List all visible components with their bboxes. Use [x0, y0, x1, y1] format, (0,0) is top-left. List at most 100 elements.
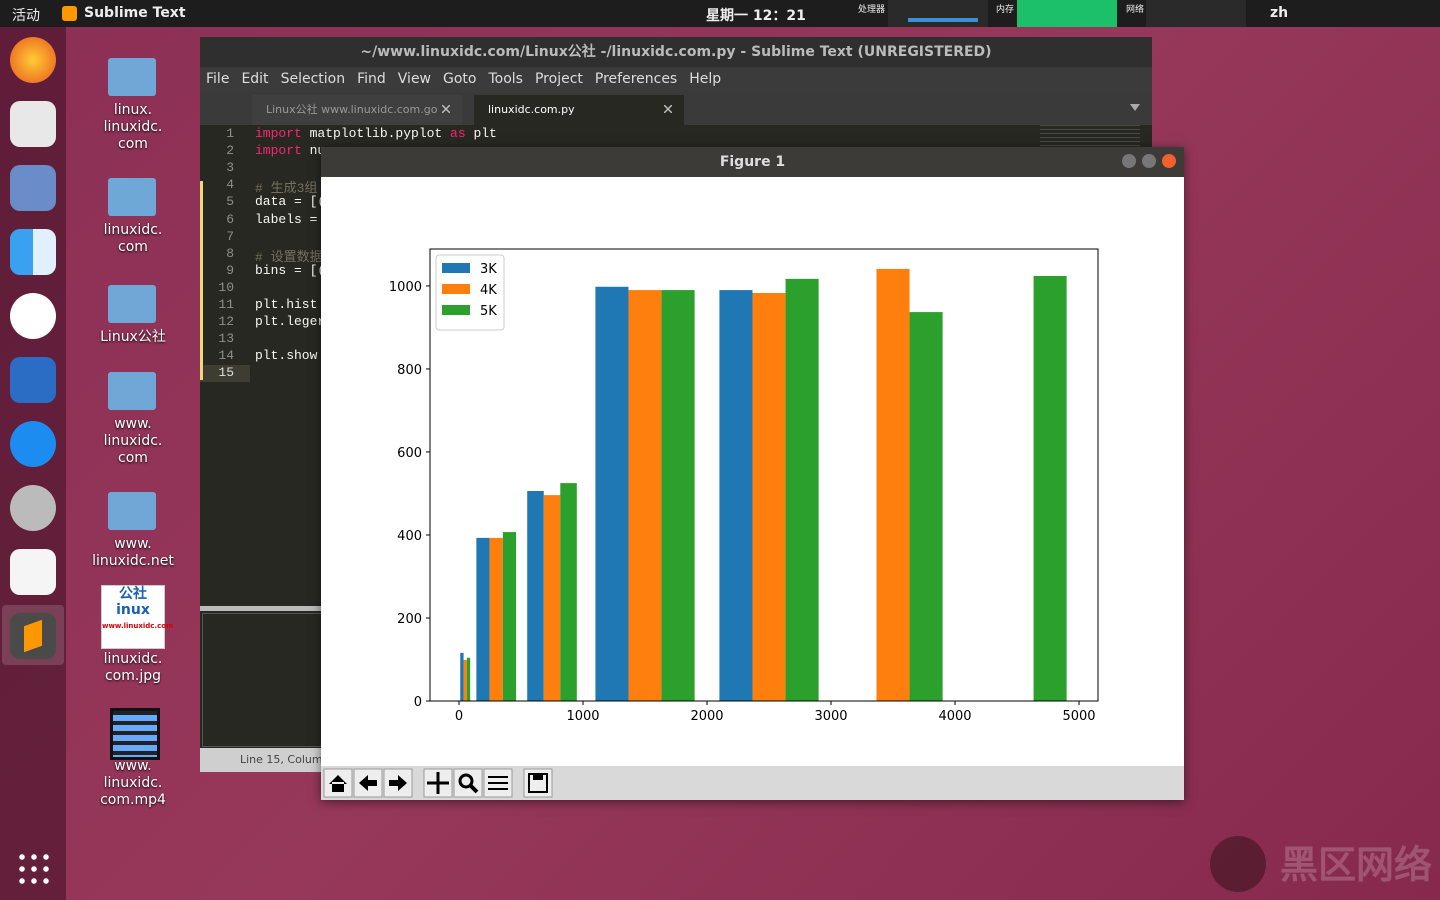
activities[interactable]: 活动 — [12, 8, 40, 24]
back-button[interactable] — [353, 768, 383, 798]
modified-marker — [200, 181, 203, 380]
toolbar — [321, 766, 1184, 800]
title-bar: ~/www.linuxidc.com/Linux公社 -/linuxidc.co… — [200, 37, 1152, 67]
code-line: plt.show — [255, 348, 318, 364]
finder[interactable] — [10, 229, 56, 275]
legend-label: 4K — [480, 283, 497, 298]
thumb-text: 公社 — [119, 586, 147, 602]
tab-dropdown[interactable] — [1130, 104, 1140, 111]
status-text: Line 15, Column — [240, 753, 330, 766]
desktop-icon[interactable]: www. linuxidc. com — [78, 372, 188, 467]
app-icon — [62, 6, 77, 21]
help[interactable] — [10, 485, 56, 531]
icon-label: com — [118, 450, 148, 466]
pan-button[interactable] — [423, 768, 453, 798]
bar — [876, 268, 910, 701]
line-number: 13 — [218, 331, 234, 347]
zoom-button[interactable] — [453, 768, 483, 798]
minimize-button[interactable] — [1122, 154, 1136, 168]
thumb-text: inux — [116, 602, 150, 618]
bar — [527, 490, 544, 701]
icon-label: com.jpg — [104, 668, 161, 684]
code-line: # 设置数据 — [255, 249, 323, 265]
y-tick-label: 800 — [397, 363, 422, 378]
app-menu[interactable]: Sublime Text — [84, 5, 186, 21]
x-tick-label: 0 — [455, 709, 463, 724]
icon-label: linuxidc. — [103, 651, 163, 667]
icon-label: linuxidc. — [103, 222, 163, 238]
desktop-icon[interactable]: 公社 inux www.linuxidc.com linuxidc. com.jpg — [78, 585, 188, 685]
icon-label: com — [118, 239, 148, 255]
menu-item[interactable]: Find — [357, 71, 386, 87]
word[interactable] — [10, 357, 56, 403]
bar — [1033, 275, 1067, 701]
language[interactable]: zh — [1270, 5, 1289, 21]
icon-label: com — [118, 136, 148, 152]
x[interactable] — [663, 104, 673, 114]
menu-item[interactable]: Help — [689, 71, 722, 87]
sublime[interactable] — [10, 613, 56, 659]
bar — [560, 483, 577, 701]
icon-label: linuxidc. — [103, 433, 163, 449]
line-number: 7 — [226, 228, 234, 244]
menu-item[interactable]: Edit — [241, 71, 269, 87]
desktop-icon[interactable]: www. linuxidc. com.mp4 — [78, 708, 188, 809]
desktop-icon[interactable]: linuxidc. com — [78, 178, 188, 256]
menu-item[interactable]: Goto — [443, 71, 477, 87]
menu-item[interactable]: Preferences — [594, 71, 678, 87]
mail-app[interactable] — [10, 165, 56, 211]
maximize-button[interactable] — [1142, 154, 1156, 168]
line-number: 10 — [218, 279, 234, 295]
top-bar: 活动 Sublime Text 星期一 12：21 处理器 内存 网络 zh — [0, 0, 1440, 27]
folder-icon — [108, 178, 156, 216]
x[interactable] — [441, 104, 451, 114]
bar — [752, 292, 786, 701]
code-line: bins = [( — [255, 262, 326, 278]
save-button[interactable] — [523, 768, 553, 798]
line-number: 11 — [218, 297, 234, 312]
desktop-icon[interactable]: www. linuxidc.net — [78, 492, 188, 570]
code-line: import matplotlib.pyplot as plt — [255, 126, 497, 141]
menu-item[interactable]: View — [397, 71, 432, 87]
close-button[interactable] — [1162, 154, 1176, 168]
clock[interactable]: 星期一 12：21 — [706, 8, 806, 24]
tab-close[interactable] — [663, 95, 673, 125]
menu-item[interactable]: Project — [534, 71, 583, 87]
line-number: 2 — [226, 143, 234, 159]
current-line — [200, 365, 250, 383]
x-tick-label: 5000 — [1062, 709, 1095, 724]
dock — [0, 27, 66, 900]
menu-item[interactable]: Selection — [280, 71, 346, 87]
image-thumb: 公社 inux www.linuxidc.com — [101, 585, 173, 649]
icon-label: linux. — [113, 102, 153, 118]
figure-window: Figure 1 0 1000 2000 3000 4000 5000 0 200 400 600… — [321, 147, 1184, 800]
app-grid[interactable] — [16, 851, 50, 885]
bar — [502, 532, 517, 701]
monitor-label: 内存 — [996, 5, 1015, 15]
desktop-icon[interactable]: linux. linuxidc. com — [78, 58, 188, 153]
monitor-label: 处理器 — [858, 5, 886, 15]
code-line: plt.hist — [255, 297, 318, 312]
menu-item[interactable]: File — [206, 71, 230, 87]
firefox[interactable] — [10, 37, 56, 83]
configure-button[interactable] — [483, 768, 513, 798]
screenshot-app[interactable] — [10, 101, 56, 147]
code-line: import nu — [255, 143, 326, 159]
app-store[interactable] — [10, 421, 56, 467]
amazon[interactable] — [10, 549, 56, 595]
menu-item[interactable]: Tools — [488, 71, 523, 87]
home-button[interactable] — [323, 768, 353, 798]
tab-close[interactable] — [441, 95, 451, 125]
music[interactable] — [10, 293, 56, 339]
gutter: 1 2 3 4 5 6 7 8 9 10 11 12 13 14 15 — [200, 125, 250, 605]
forward-button[interactable] — [383, 768, 413, 798]
legend-label: 5K — [480, 304, 497, 319]
bar — [785, 278, 819, 701]
x-tick-label: 1000 — [566, 709, 599, 724]
watermark: 黑区网络 — [1280, 843, 1433, 887]
desktop-icon[interactable]: Linux公社 — [78, 285, 188, 346]
tab[interactable]: Linux公社 www.linuxidc.com.go — [252, 95, 462, 125]
line-number: 8 — [226, 245, 234, 261]
tab[interactable]: linuxidc.com.py — [474, 95, 684, 125]
